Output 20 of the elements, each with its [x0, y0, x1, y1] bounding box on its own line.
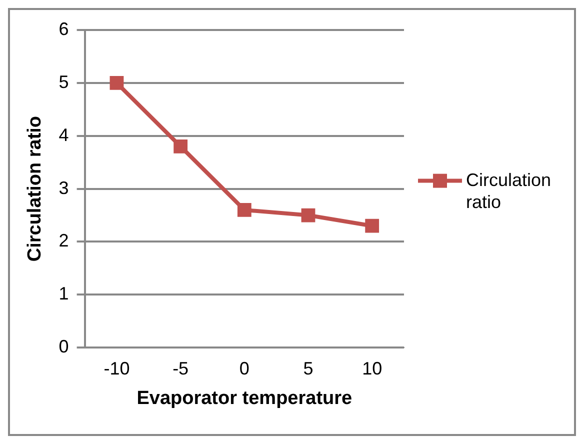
- y-tick-label: 1: [58, 284, 69, 304]
- point: [365, 218, 380, 233]
- y-tick-label: 3: [58, 178, 69, 198]
- y-tick-label: 2: [58, 230, 69, 251]
- x-tick-label: 0: [239, 358, 250, 378]
- point: [174, 140, 188, 154]
- x-tick-label: -10: [104, 358, 130, 378]
- x-tick-label: 10: [362, 358, 382, 378]
- y-tick-label: 5: [58, 72, 69, 92]
- y-tick-label: 4: [58, 124, 69, 145]
- point: [110, 76, 124, 90]
- x-axis-title: Evaporator temperature: [136, 388, 352, 409]
- y-tick-label: 6: [58, 18, 69, 39]
- y-axis-title: Circulation ratio: [24, 116, 46, 262]
- x-tick-label: -5: [172, 358, 189, 378]
- y-tick-label: 0: [58, 336, 69, 357]
- point: [301, 208, 316, 222]
- point: [237, 203, 252, 217]
- x-tick-label: 5: [303, 358, 314, 378]
- legend-label: Circulation ratio: [466, 170, 552, 212]
